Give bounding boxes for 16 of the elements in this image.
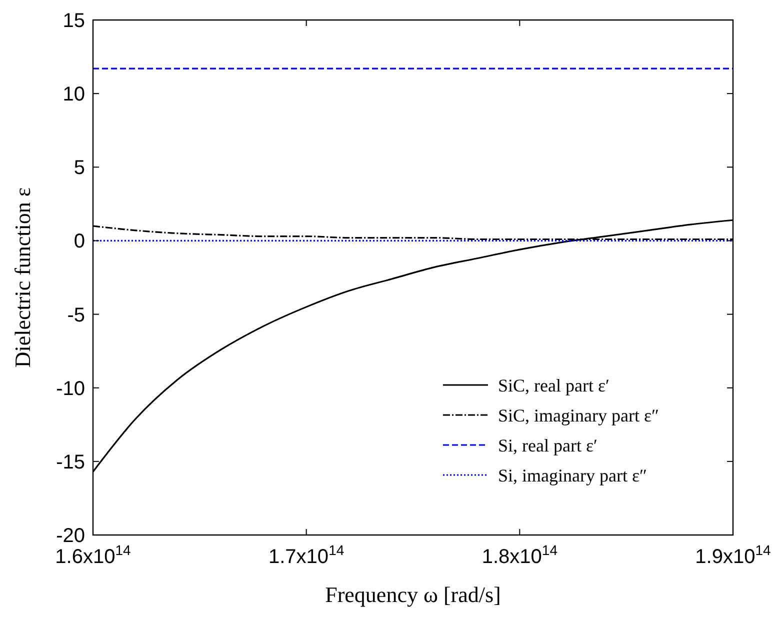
y-tick-label: -10 — [56, 378, 85, 400]
y-tick-label: 15 — [62, 10, 85, 32]
legend-label: Si, imaginary part ε″ — [498, 465, 648, 486]
y-tick-label: 10 — [62, 84, 85, 106]
x-tick-label: 1.7x10$^{14}$ — [268, 542, 344, 568]
y-tick-label: -15 — [56, 451, 85, 474]
x-tick-label: 1.8x10$^{14}$ — [482, 542, 558, 568]
legend-label: SiC, imaginary part ε″ — [498, 405, 660, 426]
y-tick-label: -5 — [67, 304, 85, 326]
x-tick-label: 1.9x10$^{14}$ — [695, 542, 772, 568]
y-tick-label: 5 — [74, 157, 85, 180]
x-axis-title: Frequency ω [rad/s] — [325, 582, 501, 607]
y-axis-title: Dielectric function ε — [10, 187, 35, 368]
legend-label: Si, real part ε′ — [498, 435, 598, 456]
y-tick-label: 0 — [74, 230, 85, 253]
legend-label: SiC, real part ε′ — [498, 375, 610, 396]
